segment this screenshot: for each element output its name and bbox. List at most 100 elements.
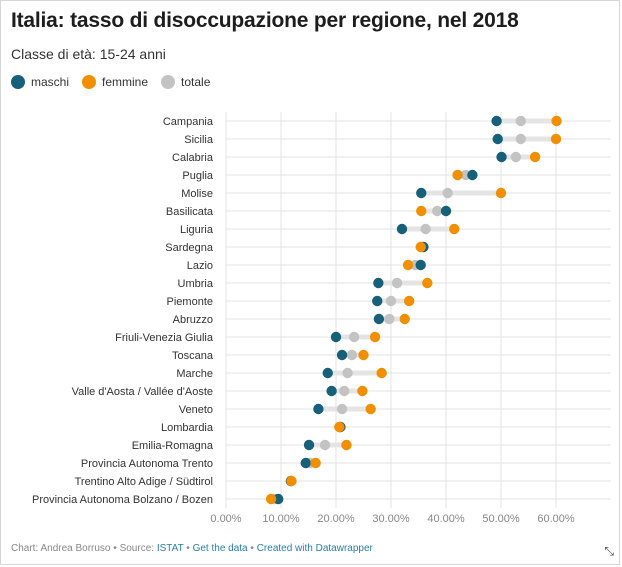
dot-totale: [348, 331, 360, 343]
y-category-label: Calabria: [172, 152, 214, 164]
dot-maschi: [467, 169, 478, 181]
y-category-label: Lombardia: [161, 422, 214, 434]
y-category-label: Puglia: [182, 170, 213, 182]
y-category-label: Valle d'Aosta / Vallée d'Aoste: [72, 386, 213, 398]
legend: maschi femmine totale: [11, 75, 223, 89]
legend-item-femmine: femmine: [82, 75, 148, 89]
dot-femmine: [403, 295, 415, 307]
dot-femmine: [369, 331, 381, 343]
dot-maschi: [336, 349, 348, 361]
footer-source-prefix: Source:: [119, 543, 155, 554]
dot-maschi: [440, 205, 452, 217]
legend-label-maschi: maschi: [31, 75, 70, 89]
dot-maschi: [300, 457, 311, 469]
chart-subtitle: Classe di età: 15-24 anni: [11, 46, 166, 62]
y-category-label: Sardegna: [165, 242, 214, 254]
footer-get-data-link[interactable]: Get the data: [192, 543, 248, 554]
dot-totale: [319, 439, 331, 451]
dot-femmine: [265, 493, 277, 505]
dot-totale: [336, 403, 348, 415]
y-category-label: Sicilia: [184, 134, 214, 146]
y-category-label: Provincia Autonoma Trento: [81, 458, 213, 470]
y-category-label: Liguria: [180, 224, 214, 236]
dot-femmine: [358, 349, 369, 361]
chart-title: Italia: tasso di disoccupazione per regi…: [11, 9, 519, 32]
x-tick-label: 40.00%: [427, 513, 465, 525]
dot-totale: [342, 367, 353, 379]
expand-icon[interactable]: ⤡: [604, 544, 614, 558]
dot-femmine: [376, 367, 387, 379]
y-category-label: Provincia Autonoma Bolzano / Bozen: [32, 494, 213, 506]
y-category-label: Campania: [163, 116, 214, 128]
dot-totale: [432, 205, 443, 217]
dot-maschi: [273, 493, 284, 505]
x-tick-label: 20.00%: [317, 513, 355, 525]
dot-maschi: [326, 385, 337, 397]
dot-maschi: [415, 259, 426, 271]
y-category-label: Marche: [176, 368, 213, 380]
legend-label-totale: totale: [181, 75, 211, 89]
dot-maschi: [322, 367, 333, 379]
legend-item-totale: totale: [161, 75, 210, 89]
dot-maschi: [396, 223, 408, 235]
footer-credit: Chart: Andrea Borruso: [11, 543, 111, 554]
x-tick-label: 0.00%: [210, 513, 241, 525]
dot-maschi: [491, 115, 502, 127]
dot-femmine: [341, 439, 352, 451]
x-tick-label: 50.00%: [482, 513, 520, 525]
dot-totale: [510, 151, 522, 163]
y-category-label: Molise: [181, 188, 213, 200]
dot-totale: [339, 385, 350, 397]
footer-sep-3: •: [250, 543, 254, 554]
footer-sep-1: •: [113, 543, 117, 554]
dot-maschi: [496, 151, 507, 163]
y-category-label: Emilia-Romagna: [132, 440, 214, 452]
dot-totale: [346, 349, 358, 361]
y-category-label: Trentino Alto Adige / Südtirol: [75, 476, 213, 488]
footer-source-link[interactable]: ISTAT: [156, 543, 184, 554]
dot-maschi: [330, 331, 342, 343]
footer-datawrapper-link[interactable]: Created with Datawrapper: [256, 543, 373, 554]
dot-femmine: [365, 403, 376, 415]
dot-totale: [442, 187, 453, 199]
dot-femmine: [529, 151, 541, 163]
dot-totale: [385, 295, 397, 307]
footer-sep-2: •: [186, 543, 190, 554]
dot-femmine: [550, 133, 562, 145]
x-tick-label: 30.00%: [372, 513, 410, 525]
dot-femmine: [402, 259, 414, 271]
legend-dot-maschi: [11, 75, 25, 89]
y-category-label: Friuli-Venezia Giulia: [115, 332, 214, 344]
dot-femmine: [449, 223, 460, 235]
dot-femmine: [551, 115, 562, 127]
x-tick-label: 10.00%: [262, 513, 300, 525]
dot-totale: [384, 313, 395, 325]
dot-femmine: [495, 187, 507, 199]
dot-femmine: [422, 277, 433, 289]
dot-maschi: [416, 187, 427, 199]
dot-totale: [391, 277, 403, 289]
dot-femmine: [415, 241, 426, 253]
dot-totale: [515, 133, 526, 145]
dot-maschi: [303, 439, 315, 451]
dot-maschi: [492, 133, 503, 145]
dot-maschi: [313, 403, 324, 415]
legend-dot-femmine: [82, 75, 97, 89]
x-tick-label: 60.00%: [537, 513, 575, 525]
dot-femmine: [452, 169, 463, 181]
dot-totale: [420, 223, 431, 235]
footer: Chart: Andrea Borruso • Source: ISTAT • …: [11, 543, 373, 554]
y-category-label: Umbria: [178, 278, 214, 290]
y-category-label: Toscana: [172, 350, 214, 362]
dot-femmine: [357, 385, 368, 397]
dot-femmine: [399, 313, 410, 325]
dot-femmine: [416, 205, 427, 217]
y-category-label: Lazio: [187, 260, 213, 272]
dot-range-chart: 0.00% 10.00% 20.00% 30.00% 40.00% 50.00% 60.00…: [32, 112, 611, 525]
y-category-label: Basilicata: [166, 206, 214, 218]
y-category-label: Abruzzo: [173, 314, 213, 326]
dot-totale: [515, 115, 526, 127]
dot-maschi: [372, 295, 383, 307]
dot-femmine: [286, 475, 297, 487]
y-category-label: Veneto: [179, 404, 213, 416]
